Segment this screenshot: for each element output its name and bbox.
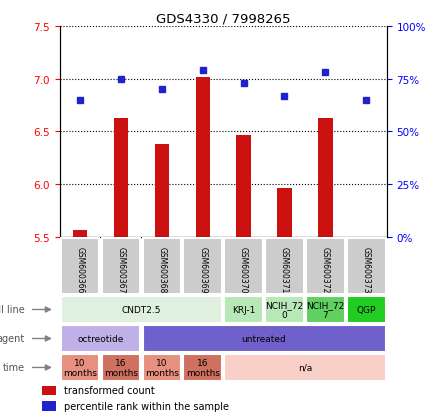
- Text: GSM600366: GSM600366: [76, 246, 85, 292]
- Text: agent: agent: [0, 334, 25, 344]
- Text: GSM600370: GSM600370: [239, 246, 248, 292]
- Bar: [155, 145, 169, 237]
- Bar: [347, 297, 385, 323]
- Text: KRJ-1: KRJ-1: [232, 305, 255, 314]
- Bar: [73, 230, 87, 237]
- Text: GSM600372: GSM600372: [321, 246, 330, 292]
- Text: cell line: cell line: [0, 305, 25, 315]
- Bar: [236, 135, 251, 237]
- Text: GSM600373: GSM600373: [362, 246, 371, 292]
- Bar: [265, 239, 304, 294]
- Bar: [61, 239, 99, 294]
- Bar: [142, 354, 181, 381]
- Text: untreated: untreated: [242, 334, 286, 343]
- Text: GSM600371: GSM600371: [280, 246, 289, 292]
- Bar: [196, 77, 210, 237]
- Bar: [184, 239, 222, 294]
- Text: CNDT2.5: CNDT2.5: [122, 305, 161, 314]
- Text: time: time: [3, 363, 25, 373]
- Bar: [42, 386, 56, 395]
- Text: GSM600369: GSM600369: [198, 246, 207, 292]
- Bar: [224, 239, 263, 294]
- Bar: [224, 354, 385, 381]
- Bar: [265, 297, 304, 323]
- Text: NCIH_72
7: NCIH_72 7: [306, 300, 345, 319]
- Bar: [184, 354, 222, 381]
- Bar: [61, 297, 222, 323]
- Bar: [61, 325, 140, 352]
- Text: n/a: n/a: [298, 363, 312, 372]
- Bar: [102, 239, 140, 294]
- Title: GDS4330 / 7998265: GDS4330 / 7998265: [156, 13, 290, 26]
- Bar: [318, 119, 332, 237]
- Text: GSM600368: GSM600368: [157, 246, 166, 292]
- Bar: [114, 119, 128, 237]
- Bar: [102, 354, 140, 381]
- Bar: [142, 239, 181, 294]
- Text: GSM600367: GSM600367: [116, 246, 125, 292]
- Bar: [142, 325, 385, 352]
- Text: transformed count: transformed count: [64, 385, 154, 395]
- Bar: [306, 239, 345, 294]
- Text: QGP: QGP: [357, 305, 376, 314]
- Text: 16
months: 16 months: [186, 358, 220, 377]
- Bar: [347, 239, 385, 294]
- Text: 16
months: 16 months: [104, 358, 138, 377]
- Bar: [224, 297, 263, 323]
- Bar: [278, 189, 292, 237]
- Text: 10
months: 10 months: [145, 358, 179, 377]
- Text: percentile rank within the sample: percentile rank within the sample: [64, 401, 229, 411]
- Bar: [42, 401, 56, 411]
- Text: 10
months: 10 months: [63, 358, 97, 377]
- Text: NCIH_72
0: NCIH_72 0: [265, 300, 303, 319]
- Bar: [306, 297, 345, 323]
- Text: octreotide: octreotide: [77, 334, 124, 343]
- Bar: [61, 354, 99, 381]
